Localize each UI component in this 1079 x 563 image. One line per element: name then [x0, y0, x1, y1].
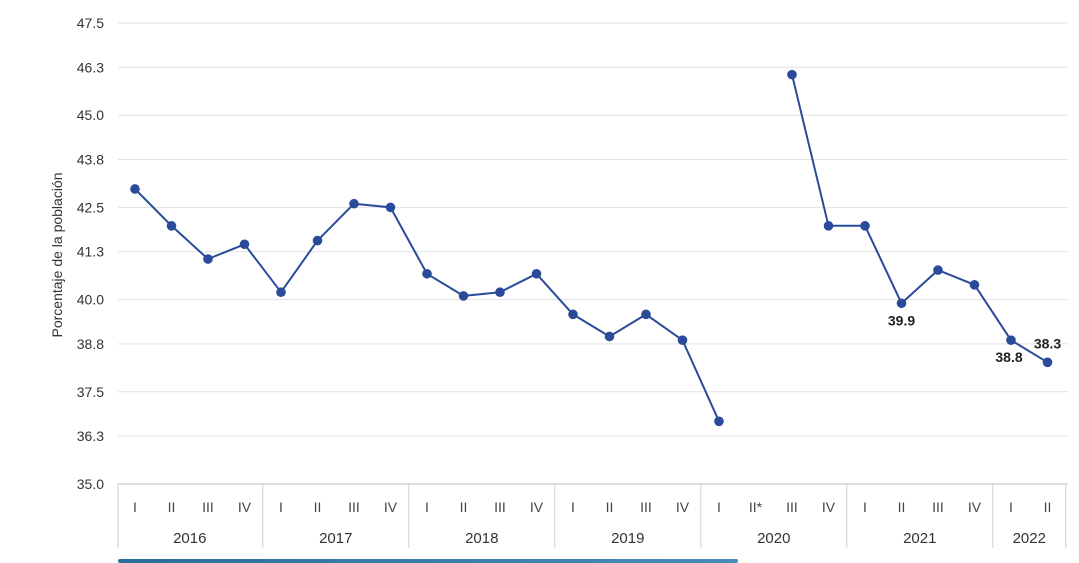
data-point — [860, 221, 870, 231]
data-point — [166, 221, 177, 231]
y-tick-label: 47.5 — [77, 15, 104, 31]
data-point — [422, 268, 432, 279]
x-tick-label: II — [606, 499, 614, 515]
x-tick-label: III — [202, 499, 214, 515]
x-tick-label: II — [460, 499, 468, 515]
x-tick-label: IV — [676, 499, 690, 515]
y-tick-label: 38.8 — [77, 336, 104, 352]
series-line — [134, 74, 1049, 422]
x-year-label: 2018 — [465, 530, 498, 547]
x-tick-label: III — [932, 499, 944, 515]
x-year-label: 2019 — [611, 530, 644, 547]
data-point — [823, 221, 834, 231]
data-point — [531, 268, 542, 279]
x-tick-label: IV — [238, 499, 252, 515]
data-point — [276, 287, 286, 298]
data-point — [933, 265, 943, 275]
y-tick-label: 40.0 — [77, 292, 104, 308]
y-tick-label: 35.0 — [77, 476, 104, 492]
data-point — [604, 331, 615, 342]
data-point — [787, 69, 797, 80]
x-year-label: 2021 — [903, 530, 936, 547]
data-label: 38.3 — [1034, 335, 1061, 351]
y-tick-label: 36.3 — [77, 428, 104, 444]
x-tick-label: III — [348, 499, 360, 515]
x-tick-label: III — [494, 499, 506, 515]
y-axis-label: Porcentaje de la población — [49, 172, 65, 337]
x-tick-label: I — [717, 499, 721, 515]
x-tick-label: II — [1044, 499, 1052, 515]
data-label: 39.9 — [888, 312, 915, 328]
x-year-label: 2016 — [173, 530, 206, 547]
y-tick-label: 41.3 — [77, 244, 104, 260]
data-point — [896, 298, 907, 309]
x-year-label: 2020 — [757, 530, 790, 547]
x-tick-label: III — [640, 499, 652, 515]
gridlines — [118, 22, 1068, 485]
x-tick-label: IV — [530, 499, 544, 515]
y-tick-label: 43.8 — [77, 151, 104, 167]
x-tick-label: IV — [968, 499, 982, 515]
data-point — [969, 280, 980, 290]
data-point — [1006, 335, 1016, 345]
data-point — [677, 335, 688, 345]
x-tick-label: II — [168, 499, 176, 515]
y-tick-label: 45.0 — [77, 107, 104, 123]
x-tick-label: I — [863, 499, 867, 515]
data-points — [130, 69, 1053, 427]
x-year-label: 2017 — [319, 530, 352, 547]
data-label: 38.8 — [995, 349, 1022, 365]
y-tick-label: 42.5 — [77, 199, 104, 215]
y-tick-label: 37.5 — [77, 384, 104, 400]
x-tick-label: I — [279, 499, 283, 515]
x-tick-label: II* — [749, 499, 763, 515]
x-tick-label: III — [786, 499, 798, 515]
data-point — [130, 184, 140, 194]
y-axis: 35.0 36.3 37.5 38.8 40.0 41.3 42.5 43.8 45.0 46.3… — [77, 15, 104, 492]
series-path — [134, 74, 1049, 422]
data-point — [1042, 357, 1053, 368]
data-point — [714, 416, 724, 427]
x-tick-label: I — [1009, 499, 1013, 515]
x-tick-label: I — [571, 499, 575, 515]
data-labels: 39.9 38.8 38.3 — [888, 312, 1061, 365]
data-point — [349, 198, 359, 209]
data-point — [641, 309, 651, 320]
data-point — [458, 291, 469, 301]
x-tick-label: II — [898, 499, 906, 515]
data-point — [495, 287, 505, 298]
x-tick-label: IV — [822, 499, 836, 515]
data-point — [312, 235, 323, 246]
data-point — [385, 202, 396, 213]
data-point — [239, 239, 250, 250]
data-point — [203, 254, 213, 264]
x-tick-label: IV — [384, 499, 398, 515]
y-tick-label: 46.3 — [77, 59, 104, 75]
x-tick-label: I — [425, 499, 429, 515]
bottom-scroll-strip — [118, 559, 738, 563]
x-year-label: 2022 — [1013, 530, 1046, 547]
x-tick-label: I — [133, 499, 137, 515]
data-point — [568, 309, 578, 320]
x-tick-label: II — [314, 499, 322, 515]
